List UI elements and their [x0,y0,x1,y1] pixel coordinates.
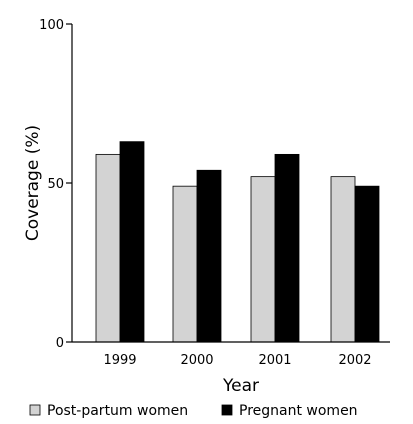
legend-swatch [29,404,41,416]
legend: Post-partum women Pregnant women [29,403,358,419]
bar-pregnant-2001 [274,153,300,343]
legend-label: Pregnant women [239,403,358,419]
x-tick-label: 2002 [338,353,371,368]
x-axis-ticks: 1999 2000 2001 2002 [103,353,371,368]
x-tick-label: 1999 [103,353,136,368]
x-tick-label: 2001 [258,353,291,368]
x-axis-title: Year [222,376,259,396]
x-tick-label: 2000 [180,353,213,368]
bar-pregnant-2002 [354,185,380,343]
legend-item-post-partum: Post-partum women [29,403,188,419]
y-tick-label: 0 [56,336,64,351]
bar-pregnant-1999 [119,141,145,343]
bar-post-partum-1999 [95,153,121,343]
bar-post-partum-2001 [250,176,276,343]
plot-area [95,141,380,343]
bar-post-partum-2002 [330,176,356,343]
y-axis-title: Coverage (%) [23,125,43,241]
y-tick-label: 50 [47,177,64,192]
bar-post-partum-2000 [172,185,198,343]
bar-pregnant-2000 [196,169,222,343]
legend-swatch [221,404,233,416]
y-tick-label: 100 [39,18,64,33]
legend-item-pregnant: Pregnant women [221,403,358,419]
legend-label: Post-partum women [47,403,188,419]
y-axis-ticks: 0 50 100 [39,18,72,351]
